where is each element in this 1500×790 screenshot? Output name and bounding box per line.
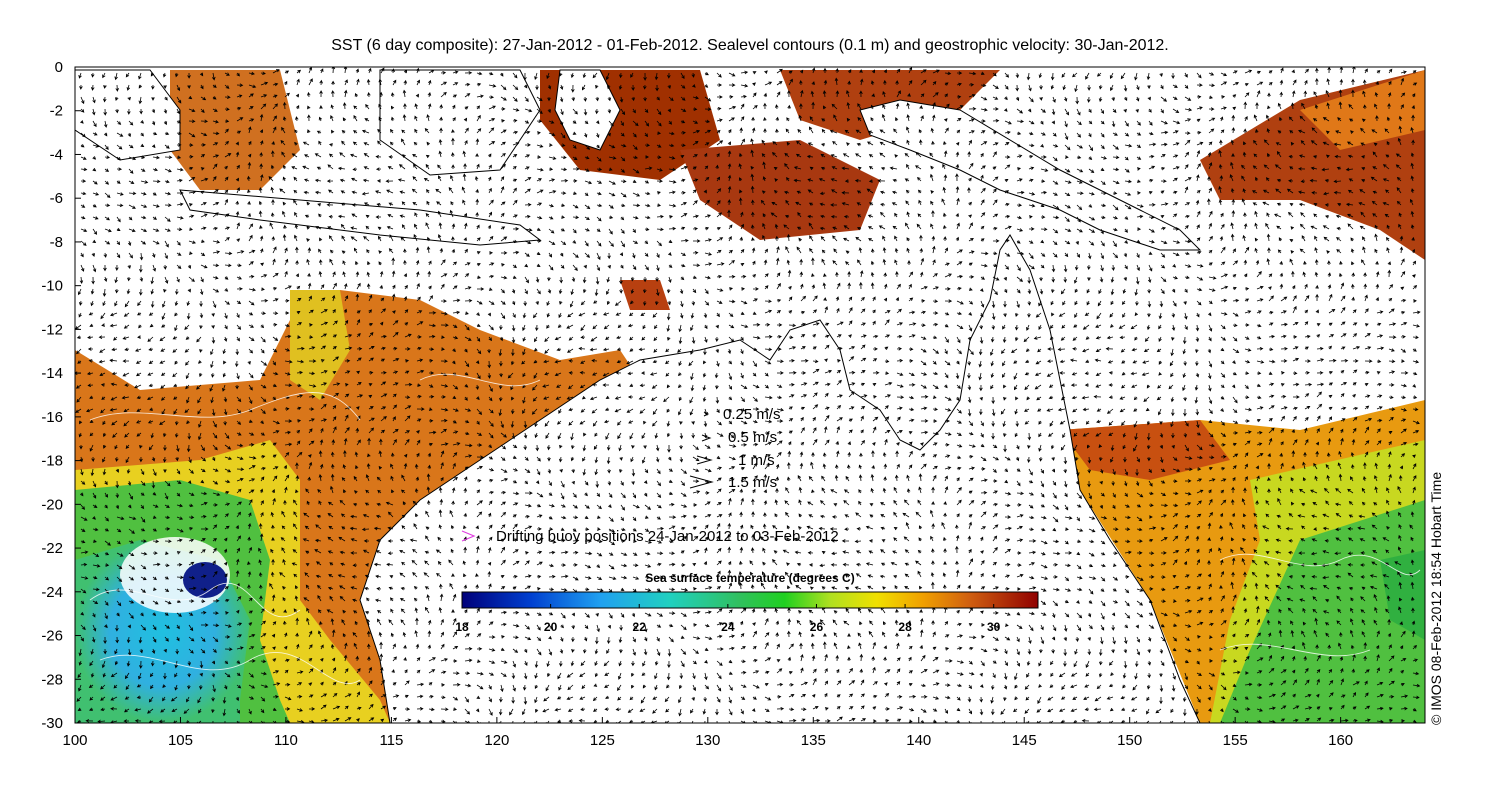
x-tick-label-12: 160	[1328, 732, 1353, 749]
x-tick-label-6: 130	[695, 732, 720, 749]
x-tick-label-1: 105	[168, 732, 193, 749]
velocity-legend-item-0: 0.25 m/s	[703, 406, 781, 423]
velocity-legend-item-2: 1 m/s	[696, 452, 775, 469]
x-axis: 100 105 110 115 120 125 130 135 140 145 150 155 160	[62, 717, 1353, 749]
y-tick-label-8: -16	[41, 409, 63, 426]
colorbar-tick-label-5: 28	[898, 620, 912, 634]
colorbar-tick-label-6: 30	[987, 620, 1001, 634]
x-tick-label-7: 135	[801, 732, 826, 749]
x-tick-label-5: 125	[590, 732, 615, 749]
y-tick-label-5: -10	[41, 278, 63, 295]
velocity-legend-item-1: 0.5 m/s	[701, 429, 777, 446]
velocity-arrow-field	[75, 67, 1421, 723]
x-tick-label-11: 155	[1223, 732, 1248, 749]
y-tick-label-14: -28	[41, 671, 63, 688]
sulawesi-landmass	[554, 69, 621, 151]
sumatra-landmass	[75, 69, 181, 161]
velocity-legend-label-2: 1 m/s	[738, 452, 775, 469]
colorbar-tick-label-3: 24	[721, 620, 735, 634]
y-tick-label-11: -22	[41, 540, 63, 557]
y-axis: 0 -2 -4 -6 -8 -10 -12 -14 -16 -18 -20 -22 -24 -26 -28 -…	[41, 59, 81, 732]
y-tick-label-15: -30	[41, 715, 63, 732]
x-tick-label-0: 100	[62, 732, 87, 749]
velocity-legend: 0.25 m/s 0.5 m/s 1 m/s 1.5 m/s	[689, 406, 781, 491]
velocity-legend-arrow-0	[703, 411, 710, 417]
colorbar: Sea surface temperature (degrees C) 18 20…	[455, 571, 1039, 634]
sealevel-contours	[89, 373, 1421, 685]
x-tick-label-10: 150	[1117, 732, 1142, 749]
y-tick-label-0: 0	[55, 59, 63, 76]
plot-frame	[74, 66, 1426, 724]
y-tick-label-10: -20	[41, 496, 63, 513]
y-tick-label-3: -6	[50, 190, 63, 207]
colorbar-gradient	[461, 591, 1039, 609]
x-tick-label-3: 115	[379, 732, 403, 749]
y-tick-label-7: -14	[41, 365, 63, 382]
new-guinea-landmass	[859, 99, 1202, 251]
colorbar-title: Sea surface temperature (degrees C)	[645, 571, 854, 585]
imos-credit: © IMOS 08-Feb-2012 18:54 Hobart Time	[1428, 471, 1444, 725]
y-tick-label-2: -4	[50, 146, 63, 163]
y-tick-label-4: -8	[50, 234, 63, 251]
colorbar-tick-label-2: 22	[633, 620, 647, 634]
velocity-arrows	[75, 67, 1421, 723]
y-tick-label-1: -2	[50, 103, 63, 120]
colorbar-tick-label-1: 20	[544, 620, 558, 634]
y-tick-label-9: -18	[41, 453, 63, 470]
colorbar-ticks: 18 20 22 24 26 28 30	[455, 604, 1001, 634]
x-tick-label-8: 140	[906, 732, 931, 749]
buoy-legend: Drifting buoy positions 24-Jan-2012 to 0…	[461, 528, 839, 545]
x-tick-label-4: 120	[484, 732, 509, 749]
map-title: SST (6 day composite): 27-Jan-2012 - 01-…	[331, 37, 1169, 54]
x-tick-label-9: 145	[1012, 732, 1037, 749]
velocity-legend-arrow-3	[689, 475, 714, 489]
velocity-legend-label-1: 0.5 m/s	[728, 429, 777, 446]
borneo-landmass	[379, 69, 541, 176]
buoy-legend-label: Drifting buoy positions 24-Jan-2012 to 0…	[496, 528, 839, 545]
velocity-legend-label-0: 0.25 m/s	[723, 406, 781, 423]
velocity-legend-label-3: 1.5 m/s	[728, 474, 777, 491]
buoy-marker-icon	[461, 530, 476, 542]
java-landmass	[179, 189, 542, 246]
colorbar-tick-label-4: 26	[810, 620, 824, 634]
velocity-legend-arrow-2	[696, 455, 713, 465]
colorbar-tick-label-0: 18	[455, 620, 469, 634]
y-tick-label-13: -26	[41, 628, 63, 645]
x-tick-label-2: 110	[274, 732, 298, 749]
y-tick-label-12: -24	[41, 584, 63, 601]
y-tick-label-6: -12	[41, 321, 63, 338]
velocity-legend-arrow-1	[701, 434, 712, 442]
velocity-legend-item-3: 1.5 m/s	[689, 474, 777, 491]
